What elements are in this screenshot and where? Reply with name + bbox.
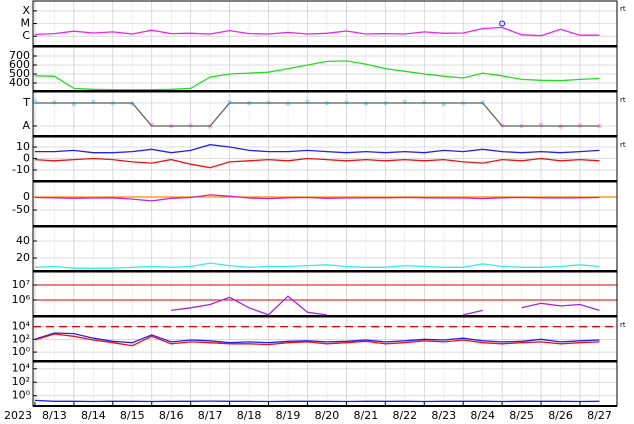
x-tick-label: 8/19 bbox=[276, 409, 301, 422]
series-line bbox=[34, 26, 600, 37]
x-tick-label: 8/17 bbox=[198, 409, 223, 422]
x-tick-label: 8/27 bbox=[587, 409, 612, 422]
y-tick-label: 40 bbox=[16, 234, 30, 247]
y-tick-label: 20 bbox=[16, 251, 30, 264]
series-line bbox=[34, 194, 600, 202]
y-tick-label: 10² bbox=[12, 375, 30, 388]
series-line bbox=[34, 332, 600, 344]
x-tick-label: 8/18 bbox=[237, 409, 262, 422]
series-line bbox=[34, 157, 600, 169]
y-tick-label: 10⁷ bbox=[12, 278, 30, 291]
y-tick-label: 10² bbox=[12, 332, 30, 345]
y-tick-label: 10⁰ bbox=[12, 345, 31, 358]
series-line bbox=[34, 102, 600, 127]
y-tick-label: C bbox=[22, 29, 30, 42]
x-tick-label: 8/26 bbox=[548, 409, 573, 422]
flare-marker bbox=[499, 20, 506, 27]
y-tick-label: -10 bbox=[12, 163, 30, 176]
panel-frame bbox=[32, 181, 618, 227]
x-tick-label: 8/15 bbox=[120, 409, 145, 422]
series-line bbox=[34, 262, 600, 269]
y-tick-label: 0 bbox=[23, 190, 30, 203]
x-tick-label: 8/25 bbox=[509, 409, 534, 422]
y-tick-label: A bbox=[22, 119, 30, 132]
x-tick-label: 8/13 bbox=[42, 409, 67, 422]
series-line bbox=[171, 295, 600, 316]
series-line bbox=[34, 399, 600, 403]
x-tick-label: 8/14 bbox=[81, 409, 106, 422]
y-tick-label: 10⁴ bbox=[12, 362, 31, 375]
y-tick-label: 10 bbox=[16, 140, 30, 153]
x-tick-label: 8/20 bbox=[315, 409, 340, 422]
y-tick-label: X bbox=[22, 4, 30, 17]
panel-frame bbox=[32, 46, 618, 92]
series-line bbox=[34, 144, 600, 154]
y-tick-label: T bbox=[22, 96, 30, 109]
x-tick-label: 8/21 bbox=[354, 409, 379, 422]
y-tick-label: 600 bbox=[9, 58, 30, 71]
panel-note: rt bbox=[620, 321, 626, 329]
y-tick-label: 10⁰ bbox=[12, 389, 31, 402]
y-tick-label: M bbox=[21, 17, 31, 30]
panel-note: rt bbox=[620, 141, 626, 149]
panel-frame bbox=[32, 91, 618, 137]
x-tick-label: 8/16 bbox=[159, 409, 184, 422]
panel-note: rt bbox=[620, 96, 626, 104]
y-tick-label: 10⁴ bbox=[12, 320, 31, 333]
y-tick-label: 10⁶ bbox=[12, 293, 31, 306]
y-tick-label: 700 bbox=[9, 49, 30, 62]
panel-frame bbox=[32, 271, 618, 317]
panel-note: rt bbox=[620, 5, 626, 13]
x-axis-year: 2023 bbox=[4, 409, 32, 422]
series-line bbox=[34, 333, 600, 347]
y-tick-label: -50 bbox=[12, 203, 30, 216]
y-tick-label: 0 bbox=[23, 151, 30, 164]
y-tick-label: 400 bbox=[9, 76, 30, 89]
y-tick-label: 500 bbox=[9, 67, 30, 80]
x-tick-label: 8/22 bbox=[392, 409, 417, 422]
series-line bbox=[34, 60, 600, 91]
x-tick-label: 8/23 bbox=[431, 409, 456, 422]
x-tick-label: 8/24 bbox=[470, 409, 495, 422]
